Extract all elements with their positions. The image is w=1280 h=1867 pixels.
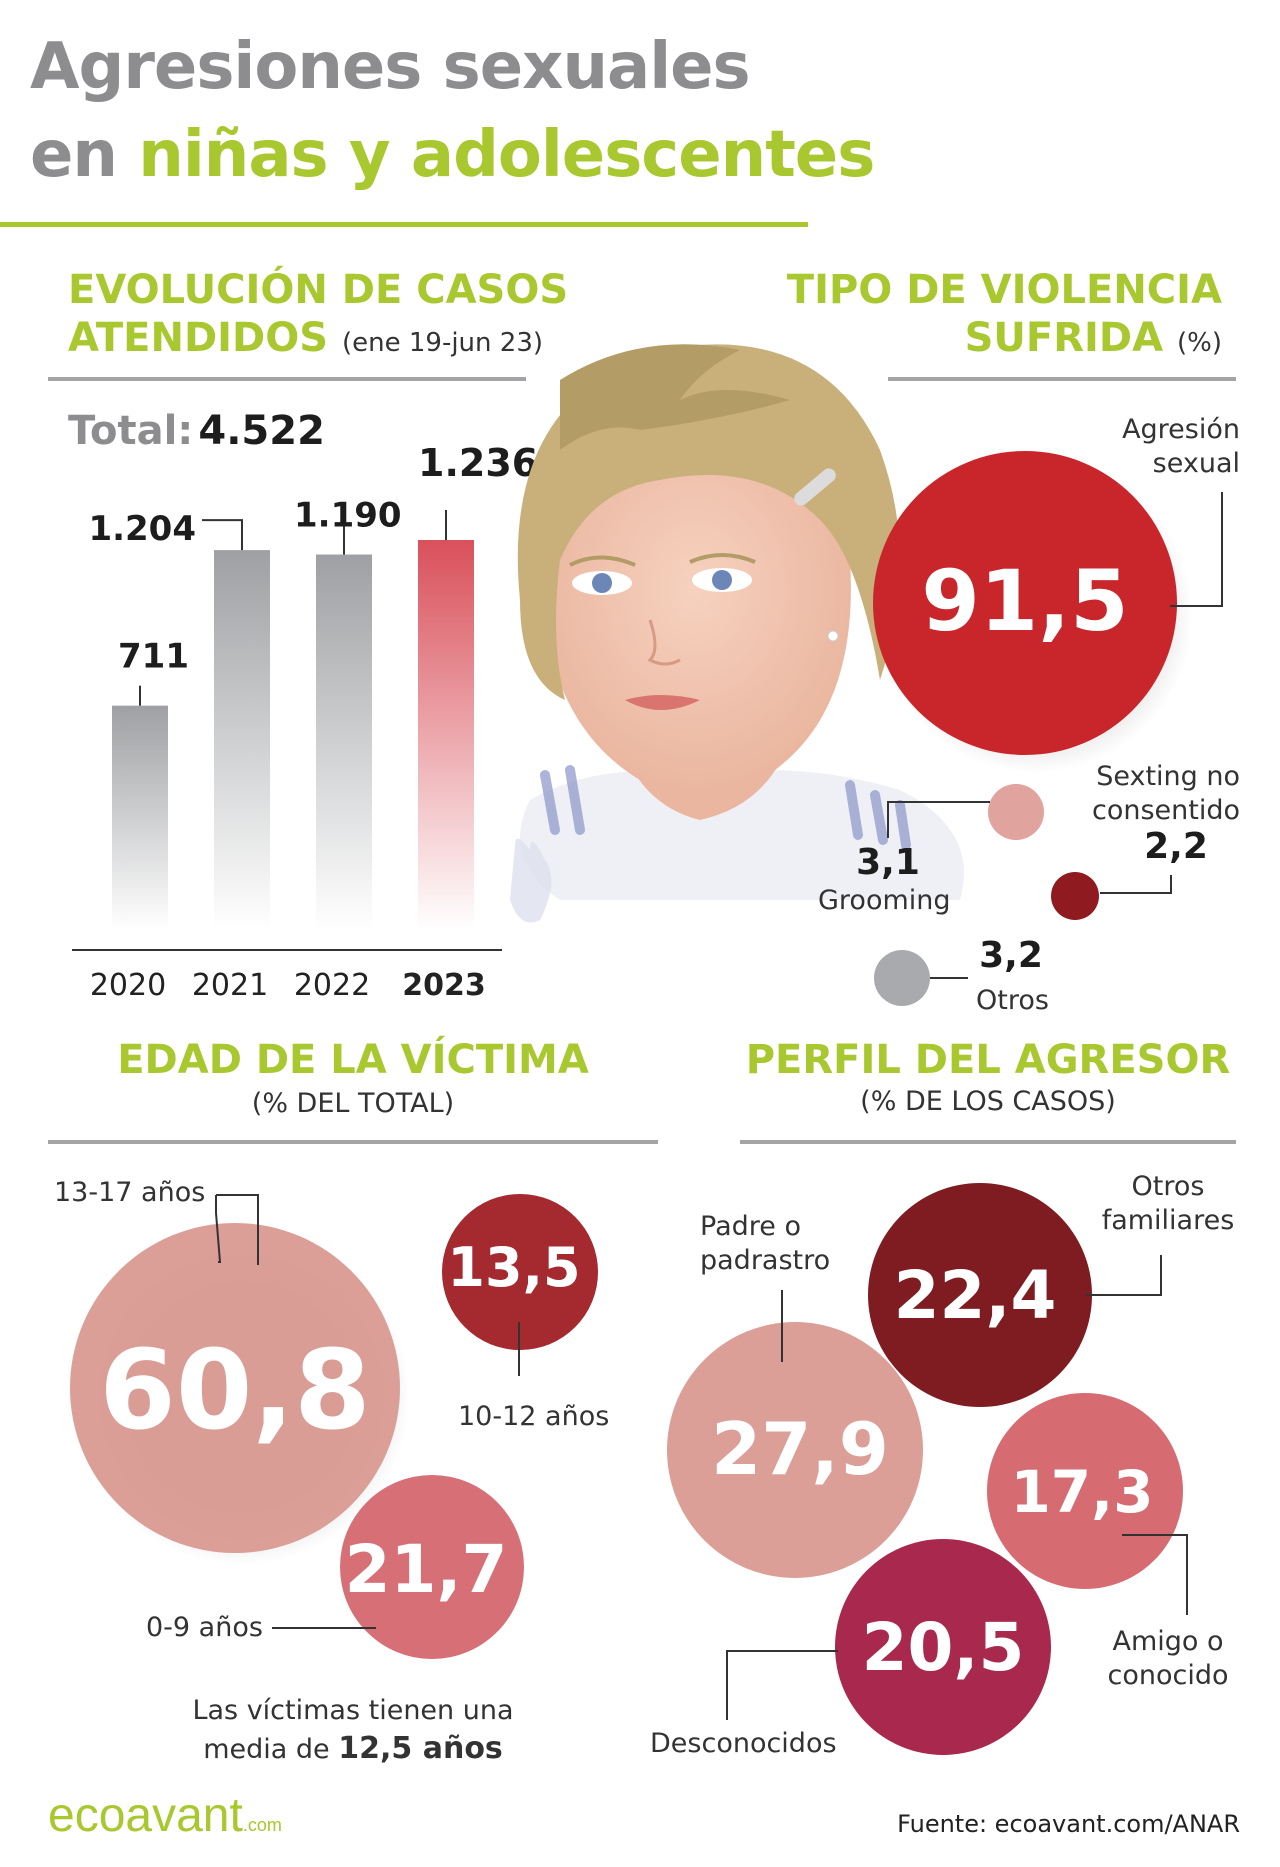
aggressor-subheading: (% DE LOS CASOS) bbox=[860, 1086, 1116, 1117]
age-heading: EDAD DE LA VÍCTIMA bbox=[117, 1037, 589, 1083]
ecoavant-logo: ecoavant.com bbox=[48, 1789, 282, 1842]
age-note-value: 12,5 años bbox=[338, 1731, 503, 1766]
bar-chart: 711 2020 1.204 2021 1.190 2022 1.236 2023 bbox=[88, 441, 538, 1003]
leader-desconocidos bbox=[726, 1650, 838, 1720]
evolution-heading-line1: EVOLUCIÓN DE CASOS bbox=[68, 267, 569, 313]
bubble-otros bbox=[874, 950, 930, 1006]
label-agresion: Agresión sexual bbox=[1122, 414, 1240, 479]
bubble-amigo bbox=[987, 1393, 1183, 1589]
bubble-desconocidos bbox=[835, 1539, 1051, 1755]
bar-2021 bbox=[214, 550, 270, 930]
bubble-value-desconocidos: 20,5 bbox=[862, 1609, 1025, 1686]
bar-value-2022: 1.190 bbox=[294, 496, 402, 536]
leader-grooming bbox=[887, 801, 990, 838]
bubble-padre bbox=[667, 1322, 923, 1578]
age-subheading: (% DEL TOTAL) bbox=[251, 1088, 455, 1119]
aggressor-rule bbox=[740, 1140, 1236, 1144]
total-label: Total: bbox=[68, 408, 194, 454]
age-note: Las víctimas tienen una media de 12,5 añ… bbox=[48, 1694, 658, 1767]
bubble-value-amigo-o-conocido: 17,3 bbox=[1010, 1458, 1153, 1526]
leader-age-13-17 bbox=[216, 1194, 259, 1265]
evolution-rule bbox=[48, 377, 526, 381]
bubble-value-agresi-n-sexual: 91,5 bbox=[921, 552, 1128, 650]
bubble-age-13-17 bbox=[70, 1223, 400, 1553]
bubble-sexting bbox=[1051, 872, 1099, 920]
bubble-value-13-17-a-os: 60,8 bbox=[99, 1326, 370, 1454]
evolution-heading-line2: ATENDIDOS (ene 19-jun 23) bbox=[68, 315, 544, 361]
bubble-value-10-12-a-os: 13,5 bbox=[447, 1236, 580, 1299]
bar-category-2020: 2020 bbox=[90, 968, 166, 1003]
violence-rule bbox=[888, 377, 1236, 381]
bar-value-2023: 1.236 bbox=[418, 441, 538, 485]
source-credit: Fuente: ecoavant.com/ANAR bbox=[897, 1810, 1240, 1838]
label-desconocidos: Desconocidos bbox=[650, 1728, 837, 1759]
violence-bubbles bbox=[873, 451, 1223, 1006]
label-otros: Otros bbox=[976, 985, 1049, 1016]
age-bubbles bbox=[70, 1194, 598, 1659]
bubble-value-sexting-no-consentido: 2,2 bbox=[1144, 826, 1208, 867]
bar-2022 bbox=[316, 554, 372, 930]
bubble-value-labels: 91,5 3,1 2,2 3,2 60,8 13,5 21,7 27,922,4 17,3 20,… bbox=[99, 552, 1208, 1686]
bar-2023 bbox=[418, 540, 474, 930]
leader-amigo bbox=[1122, 1534, 1188, 1615]
age-note-line1: Las víctimas tienen una bbox=[192, 1695, 514, 1726]
bubble-agresion bbox=[873, 451, 1177, 755]
title-underline bbox=[0, 222, 808, 227]
bar-leader-2021 bbox=[202, 519, 243, 551]
evolution-heading: EVOLUCIÓN DE CASOS ATENDIDOS (ene 19-jun… bbox=[68, 266, 568, 367]
violence-heading: TIPO DE VIOLENCIA SUFRIDA (%) bbox=[787, 266, 1222, 367]
bar-category-2023: 2023 bbox=[402, 968, 486, 1003]
bubble-familiares bbox=[868, 1183, 1092, 1407]
aggressor-bubbles bbox=[667, 1183, 1188, 1755]
label-padre: Padre o padrastro bbox=[700, 1211, 831, 1276]
age-note-line2: media de 12,5 años bbox=[203, 1731, 503, 1766]
leader-sexting bbox=[1100, 875, 1172, 894]
label-grooming: Grooming bbox=[818, 885, 951, 916]
bubble-grooming bbox=[988, 784, 1044, 840]
bubble-age-0-9 bbox=[340, 1475, 524, 1659]
page-title-line1: Agresiones sexuales bbox=[30, 30, 751, 104]
violence-heading-line2: SUFRIDA (%) bbox=[964, 315, 1222, 361]
page-title-line2: en niñas y adolescentes bbox=[30, 118, 875, 192]
bubble-value-0-9-a-os: 21,7 bbox=[345, 1531, 508, 1608]
label-age-0-9: 0-9 años bbox=[146, 1612, 263, 1643]
age-rule bbox=[48, 1140, 658, 1144]
aggressor-heading: PERFIL DEL AGRESOR bbox=[745, 1037, 1231, 1083]
bar-2020 bbox=[112, 705, 168, 930]
leader-agresion bbox=[1170, 492, 1223, 607]
label-amigo: Amigo o conocido bbox=[1107, 1626, 1229, 1691]
bar-category-2021: 2021 bbox=[192, 968, 268, 1003]
bubble-value-otros-familiares: 22,4 bbox=[894, 1257, 1057, 1334]
girl-illustration bbox=[510, 344, 964, 923]
bubble-value-otros: 3,2 bbox=[979, 935, 1043, 976]
label-age-13-17: 13-17 años bbox=[54, 1177, 206, 1208]
violence-heading-line1: TIPO DE VIOLENCIA bbox=[786, 267, 1222, 313]
label-age-10-12: 10-12 años bbox=[458, 1401, 610, 1432]
violence-unit: (%) bbox=[1177, 328, 1222, 358]
label-familiares: Otros familiares bbox=[1101, 1171, 1235, 1236]
bubble-value-grooming: 3,1 bbox=[856, 842, 920, 883]
bar-category-2022: 2022 bbox=[294, 968, 370, 1003]
label-sexting: Sexting no consentido bbox=[1091, 761, 1240, 826]
evolution-period: (ene 19-jun 23) bbox=[341, 328, 544, 358]
title-highlight: niñas y adolescentes bbox=[138, 118, 875, 192]
evolution-total: Total: 4.522 bbox=[68, 408, 325, 454]
bar-value-2021: 1.204 bbox=[88, 509, 196, 549]
bubble-age-10-12 bbox=[442, 1194, 598, 1350]
leader-familiares bbox=[1086, 1255, 1162, 1296]
total-value: 4.522 bbox=[198, 408, 325, 454]
bubble-value-padre-o-padrastro: 27,9 bbox=[711, 1407, 889, 1491]
title-prefix: en bbox=[30, 118, 118, 192]
bar-value-2020: 711 bbox=[118, 637, 189, 677]
